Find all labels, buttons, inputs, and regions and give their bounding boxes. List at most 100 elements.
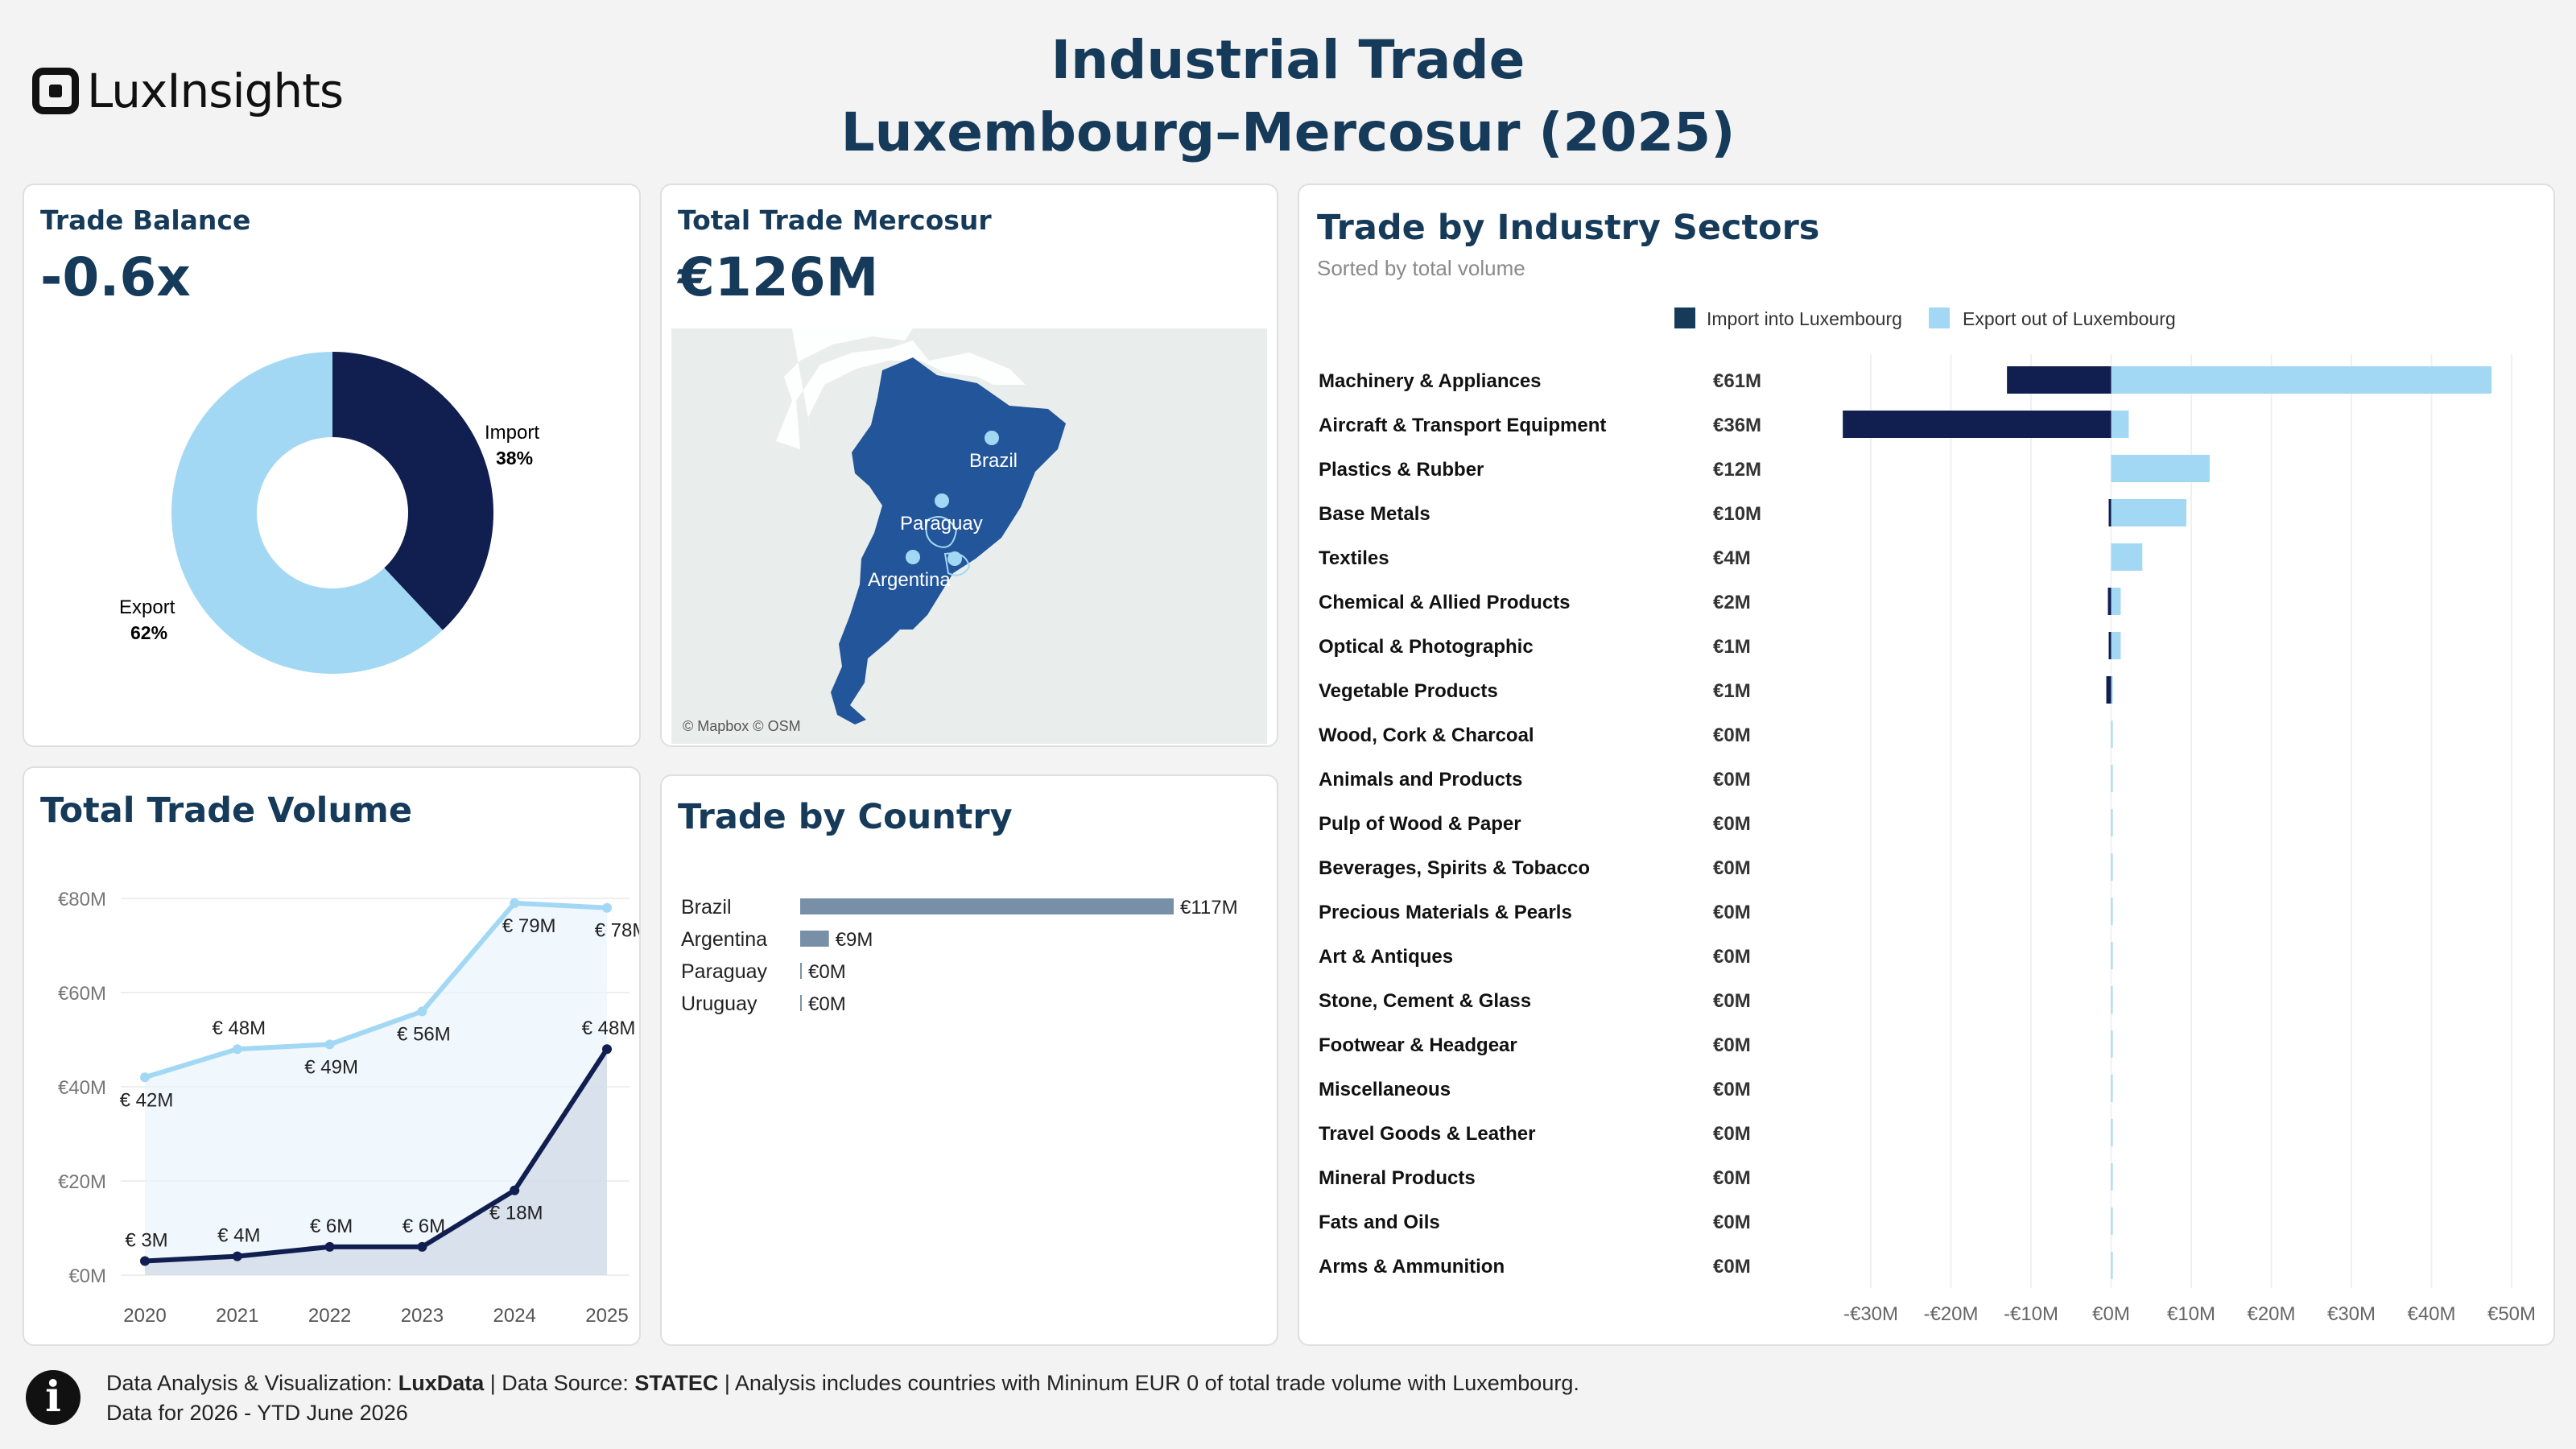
x-tick-label: 2025: [585, 1305, 628, 1327]
sector-label: Stone, Cement & Glass: [1319, 990, 1531, 1012]
sector-label: Plastics & Rubber: [1319, 459, 1484, 481]
donut-import-pct: 38%: [496, 448, 533, 469]
sector-total-label: €2M: [1713, 592, 1751, 613]
data-label: € 18M: [489, 1203, 543, 1224]
brand-name: LuxInsights: [87, 64, 344, 118]
x-tick-label: -€20M: [1923, 1303, 1978, 1325]
x-tick-label: €40M: [2407, 1303, 2455, 1325]
map-label-paraguay: Paraguay: [900, 513, 983, 535]
data-label: € 79M: [502, 915, 556, 937]
sector-label: Miscellaneous: [1319, 1079, 1451, 1100]
data-point: [602, 1044, 612, 1055]
x-tick-label: 2021: [216, 1305, 258, 1327]
import-bar: [2007, 366, 2112, 394]
footer-mid: | Data Source:: [484, 1371, 635, 1395]
export-bar: [2111, 1119, 2113, 1146]
footer-prefix: Data Analysis & Visualization:: [106, 1371, 398, 1395]
sector-total-label: €0M: [1713, 1123, 1751, 1145]
trade-country-card: Trade by Country Brazil €117M Argentina €9M…: [660, 774, 1278, 1346]
data-label: € 49M: [304, 1056, 358, 1078]
info-icon[interactable]: i: [26, 1370, 80, 1425]
country-value-label: €0M: [808, 993, 846, 1015]
x-tick-label: €30M: [2327, 1303, 2376, 1325]
data-point: [510, 1185, 520, 1195]
sector-total-label: €4M: [1713, 547, 1751, 569]
x-tick-label: 2023: [401, 1305, 444, 1327]
country-label: Brazil: [681, 896, 732, 919]
sector-total-label: €0M: [1713, 990, 1751, 1012]
map-label-brazil: Brazil: [969, 450, 1018, 472]
export-bar: [2111, 1075, 2113, 1102]
country-label: Argentina: [681, 928, 767, 951]
sector-label: Wood, Cork & Charcoal: [1319, 724, 1534, 746]
legend-import-swatch: [1674, 308, 1695, 328]
sector-label: Art & Antiques: [1319, 946, 1453, 968]
country-bar: [800, 931, 829, 947]
sector-label: Travel Goods & Leather: [1319, 1123, 1535, 1145]
data-point: [417, 1241, 427, 1252]
x-tick-label: €10M: [2167, 1303, 2215, 1325]
sector-label: Animals and Products: [1319, 769, 1522, 791]
brand-logo: LuxInsights: [32, 63, 344, 119]
sector-label: Chemical & Allied Products: [1319, 592, 1571, 613]
sector-label: Textiles: [1319, 547, 1389, 569]
sector-total-label: €12M: [1713, 459, 1761, 481]
export-bar: [2111, 1208, 2113, 1235]
sector-total-label: €1M: [1713, 636, 1751, 658]
y-tick-label: €0M: [68, 1265, 106, 1287]
map-label-argentina: Argentina: [868, 569, 951, 591]
page-title: Industrial Trade Luxembourg–Mercosur (20…: [644, 24, 1932, 169]
data-point: [510, 898, 520, 908]
data-point: [417, 1006, 427, 1017]
import-bar: [2106, 676, 2112, 704]
footer-brand: LuxData: [398, 1371, 485, 1395]
series-area-export: [145, 902, 607, 1275]
y-tick-label: €40M: [58, 1077, 106, 1099]
total-trade-label: Total Trade Mercosur: [678, 204, 992, 236]
map-marker-brazil[interactable]: [985, 431, 999, 445]
map-marker-argentina[interactable]: [906, 550, 920, 564]
data-label: € 48M: [212, 1018, 266, 1039]
country-value-label: €117M: [1180, 897, 1238, 919]
map-marker-paraguay[interactable]: [935, 493, 949, 508]
mercosur-map[interactable]: Brazil Paraguay Argentina © Mapbox © OSM: [671, 328, 1267, 744]
footer-line1: Data Analysis & Visualization: LuxData |…: [106, 1368, 1579, 1398]
data-point: [140, 1072, 150, 1083]
export-bar: [2111, 1030, 2113, 1058]
x-tick-label: €0M: [2092, 1303, 2130, 1325]
import-bar: [1843, 411, 2112, 438]
export-bar: [2111, 1163, 2113, 1191]
country-label: Paraguay: [681, 960, 768, 983]
trade-balance-card: Trade Balance -0.6x Import 38% Export 62…: [23, 184, 641, 747]
map-mercosur-region: [831, 357, 1066, 724]
data-point: [140, 1256, 150, 1266]
x-tick-label: 2024: [493, 1305, 536, 1327]
footer-note: Data Analysis & Visualization: LuxData |…: [106, 1368, 1579, 1428]
map-marker-uruguay[interactable]: [947, 551, 962, 566]
sector-total-label: €0M: [1713, 902, 1751, 923]
export-bar: [2111, 986, 2113, 1013]
sector-total-label: €0M: [1713, 769, 1751, 791]
legend-import-label: Import into Luxembourg: [1707, 308, 1902, 329]
sector-label: Mineral Products: [1319, 1167, 1476, 1189]
page-title-line2: Luxembourg–Mercosur (2025): [840, 101, 1736, 163]
sectors-subtitle: Sorted by total volume: [1317, 256, 1525, 280]
data-label: € 42M: [120, 1089, 174, 1111]
import-bar: [2108, 632, 2112, 659]
sector-label: Precious Materials & Pearls: [1319, 902, 1572, 923]
data-point: [232, 1251, 242, 1261]
sector-label: Fats and Oils: [1319, 1212, 1440, 1233]
donut-slice-export: [171, 352, 443, 674]
sector-total-label: €0M: [1713, 1079, 1751, 1100]
legend-export-label: Export out of Luxembourg: [1963, 308, 2176, 329]
data-label: € 48M: [582, 1018, 636, 1039]
donut-export-label: Export: [119, 597, 175, 618]
sector-total-label: €0M: [1713, 1256, 1751, 1278]
export-bar: [2111, 499, 2187, 526]
footer-source: STATEC: [634, 1371, 719, 1395]
country-label: Uruguay: [681, 993, 758, 1015]
export-bar: [2111, 543, 2143, 571]
country-bar: [800, 963, 802, 979]
sector-label: Vegetable Products: [1319, 680, 1498, 702]
x-tick-label: €50M: [2487, 1303, 2536, 1325]
